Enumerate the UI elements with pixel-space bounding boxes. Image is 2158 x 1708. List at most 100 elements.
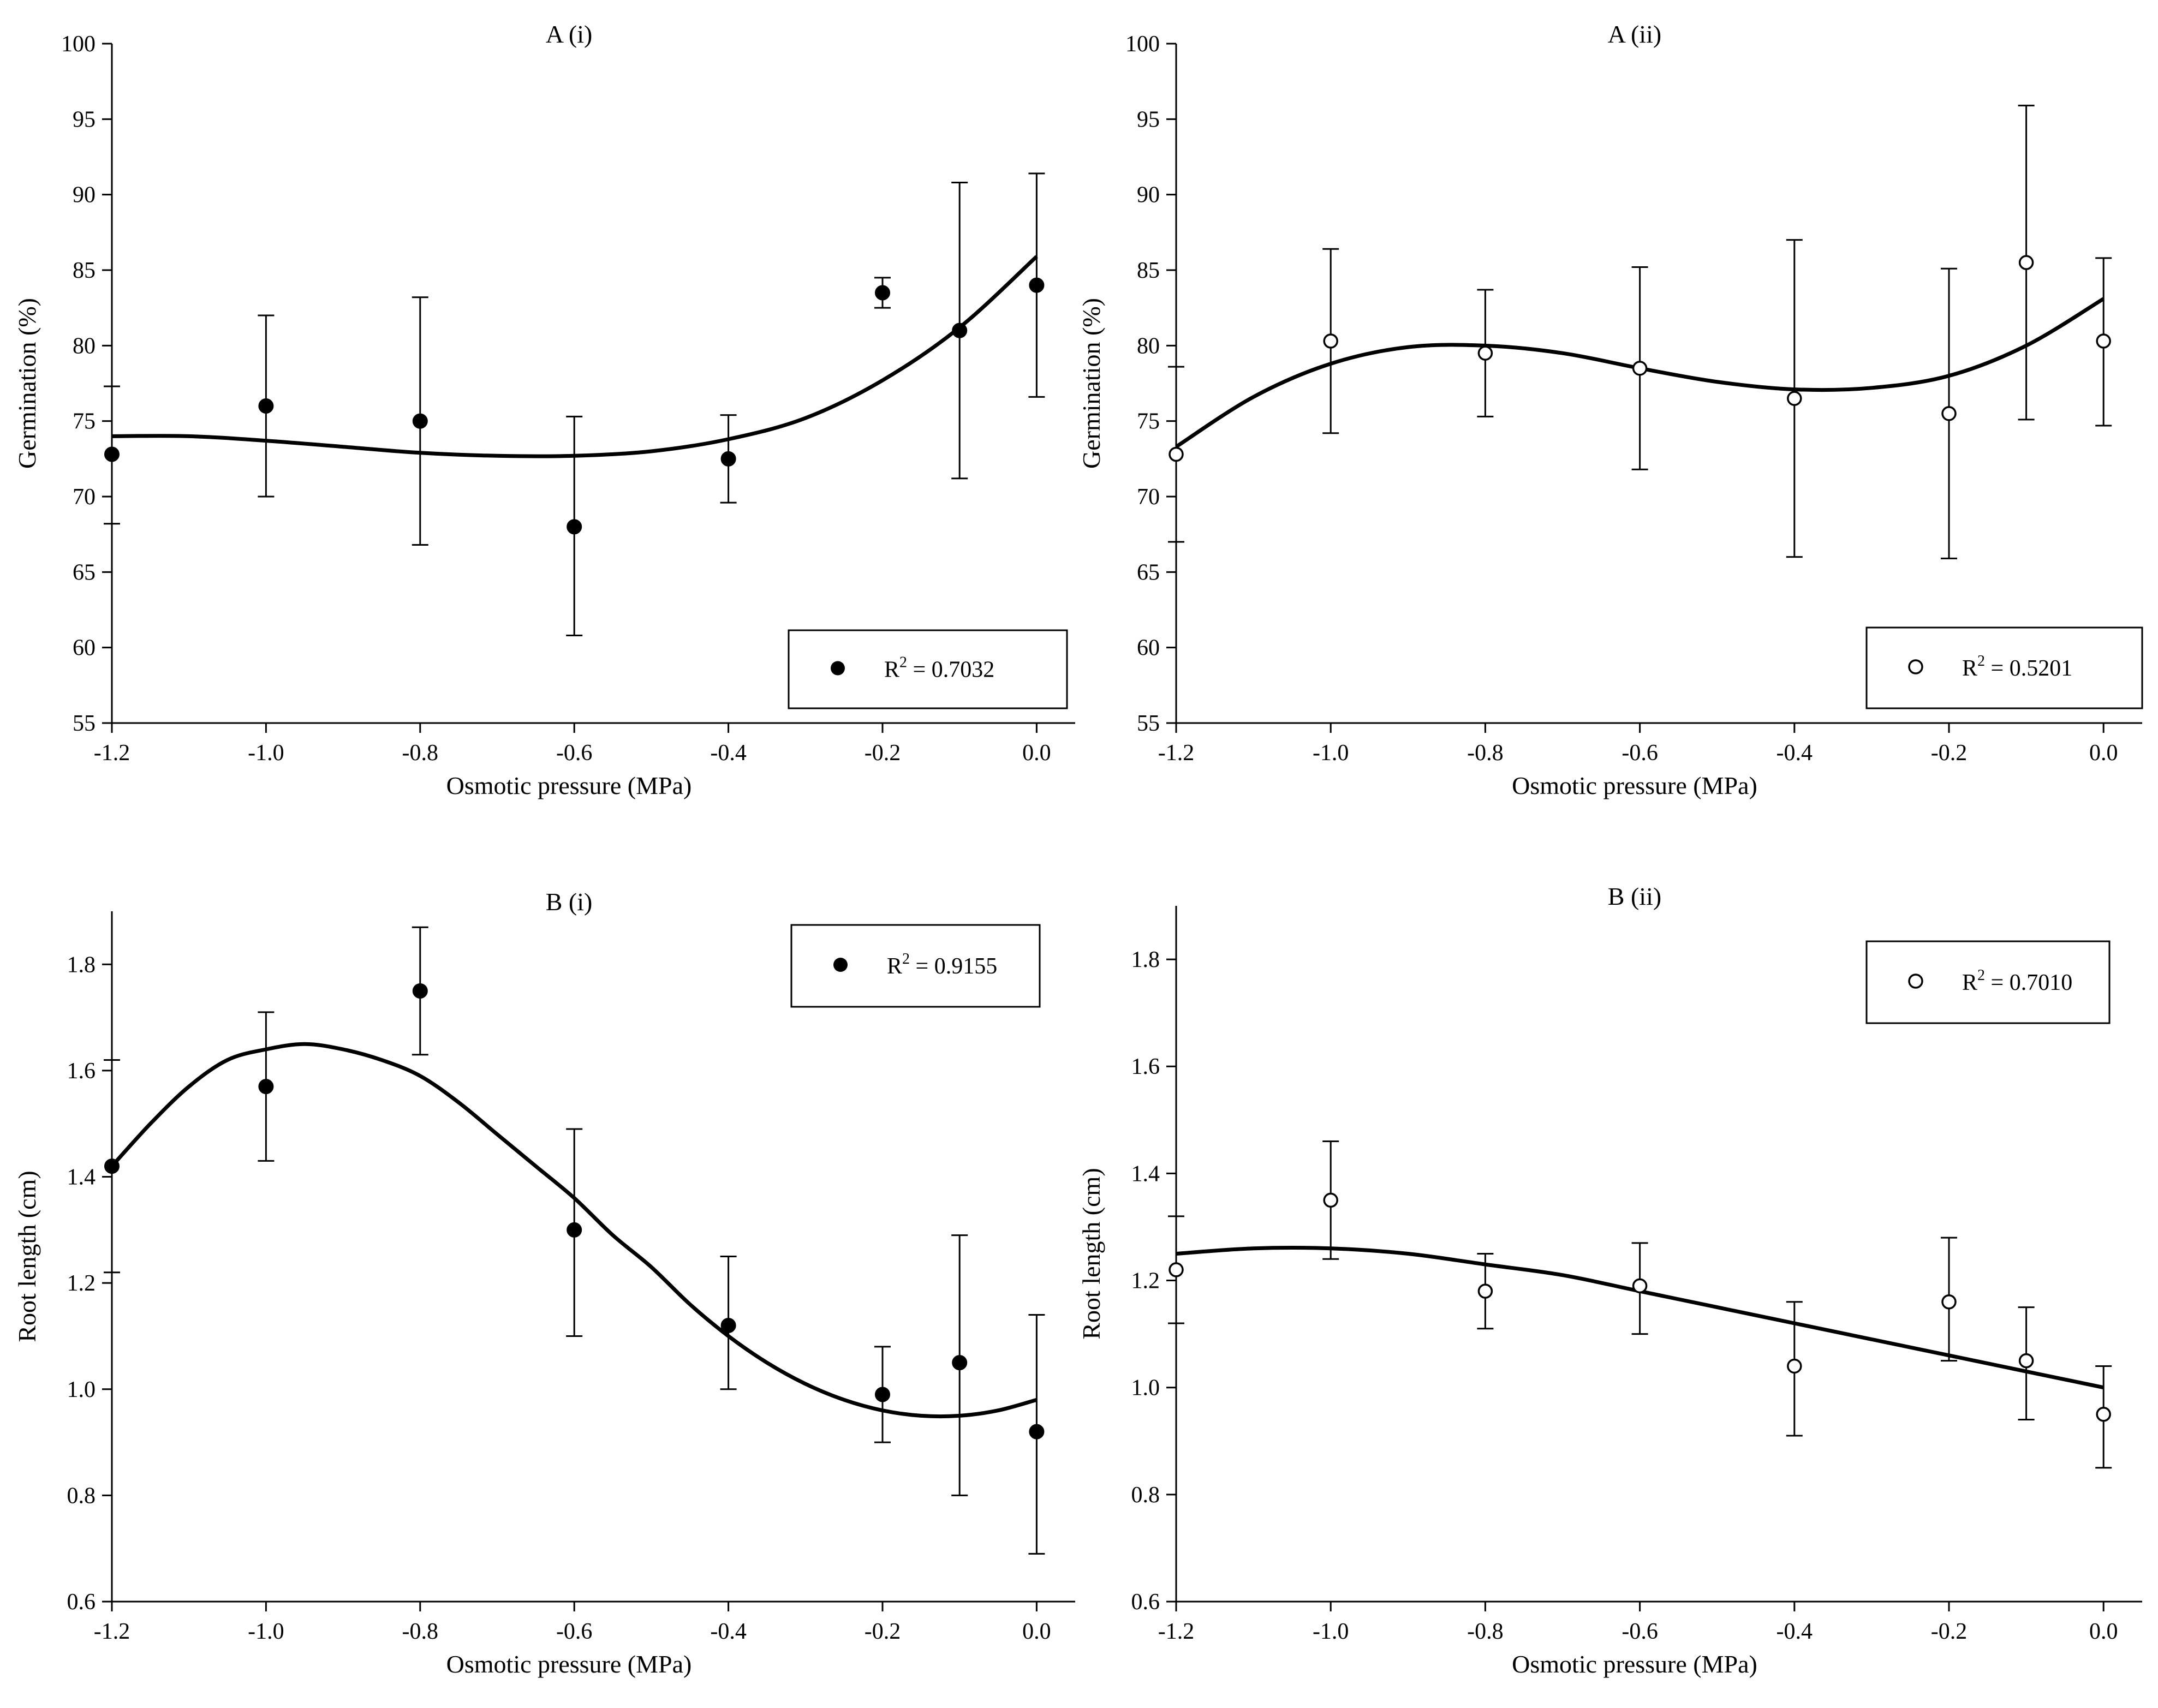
data-point	[258, 1079, 274, 1095]
y-tick-label: 95	[1137, 107, 1160, 132]
legend-marker	[831, 661, 845, 676]
legend-label: R2 = 0.5201	[1962, 653, 2072, 681]
legend-label: R2 = 0.9155	[887, 951, 997, 979]
x-tick-label: -1.2	[1158, 740, 1195, 766]
x-tick-label: -0.6	[1622, 740, 1658, 766]
data-point	[1787, 1358, 1802, 1374]
x-tick-label: -0.6	[556, 1619, 593, 1644]
legend-box	[1865, 940, 2111, 1024]
chart-b-i: -1.2 -1.0 -0.8 -0.6 -0.4 -0.2 0.0 0.6 0.8 1.0 1.2 1…	[13, 888, 1075, 1678]
data-point	[1787, 391, 1802, 406]
data-point	[720, 1318, 736, 1333]
x-tick-label: -0.4	[1777, 740, 1813, 766]
data-point	[952, 323, 968, 338]
x-tick-label: -0.4	[710, 1619, 747, 1644]
x-tick-label: -0.8	[402, 740, 439, 766]
data-point	[1169, 1262, 1184, 1277]
x-tick-label: -1.2	[94, 740, 130, 766]
y-tick-label: 1.0	[67, 1377, 96, 1402]
x-tick-label: 0.0	[1022, 1619, 1051, 1644]
y-tick-label: 75	[73, 409, 96, 434]
data-point	[567, 1222, 582, 1238]
x-axis-title: Osmotic pressure (MPa)	[1512, 772, 1757, 799]
y-tick-label: 55	[73, 711, 96, 736]
y-tick-label: 1.0	[1131, 1376, 1160, 1401]
x-tick-label: 0.0	[2089, 740, 2118, 766]
y-axis-title: Root length (cm)	[13, 1170, 41, 1342]
chart-title: A (ii)	[1608, 20, 1661, 48]
legend-marker	[833, 958, 848, 972]
y-tick-label: 1.2	[67, 1271, 96, 1296]
data-point	[1477, 345, 1493, 361]
legend-box	[790, 924, 1041, 1008]
y-tick-label: 60	[73, 636, 96, 661]
fit-curve	[110, 1042, 1038, 1419]
chart-title: B (ii)	[1608, 882, 1661, 910]
y-axis-title: Germination (%)	[13, 298, 41, 469]
data-point	[1477, 1283, 1493, 1299]
data-point	[258, 398, 274, 414]
legend-label: R2 = 0.7010	[1962, 967, 2072, 995]
data-point	[104, 1158, 120, 1174]
x-tick-label: -1.0	[248, 740, 284, 766]
data-point	[412, 413, 428, 429]
chart-title: B (i)	[546, 888, 593, 916]
x-tick-label: 0.0	[1022, 740, 1051, 766]
y-tick-label: 65	[73, 560, 96, 585]
x-tick-label: -0.2	[1931, 740, 1968, 766]
y-axis-title: Germination (%)	[1077, 298, 1105, 469]
data-point	[1632, 1278, 1648, 1294]
y-tick-label: 55	[1137, 711, 1160, 736]
data-point	[2018, 255, 2034, 270]
data-point	[1029, 277, 1045, 293]
legend: R2 = 0.7010	[1865, 940, 2111, 1024]
data-point	[1941, 406, 1957, 421]
data-point	[1632, 361, 1648, 376]
y-tick-label: 80	[73, 333, 96, 359]
y-tick-label: 1.8	[1131, 947, 1160, 972]
x-tick-label: -0.2	[865, 1619, 901, 1644]
y-tick-label: 95	[73, 107, 96, 132]
y-tick-label: 1.6	[1131, 1054, 1160, 1079]
x-axis-title: Osmotic pressure (MPa)	[446, 1650, 692, 1678]
legend: R2 = 0.5201	[1865, 626, 2143, 709]
x-tick-label: -0.2	[1931, 1619, 1968, 1644]
x-tick-label: -0.8	[402, 1619, 439, 1644]
legend: R2 = 0.9155	[790, 924, 1041, 1008]
y-tick-label: 90	[73, 183, 96, 208]
data-point	[2018, 1353, 2034, 1369]
x-tick-label: -1.0	[1313, 740, 1349, 766]
data-point	[720, 451, 736, 467]
x-tick-label: -1.0	[248, 1619, 284, 1644]
y-tick-label: 100	[1125, 32, 1160, 57]
y-tick-label: 1.4	[67, 1165, 96, 1190]
data-point	[875, 1387, 890, 1402]
y-tick-label: 0.8	[67, 1483, 96, 1508]
y-tick-label: 85	[73, 258, 96, 283]
x-tick-label: -0.6	[556, 740, 593, 766]
x-tick-label: -0.2	[865, 740, 901, 766]
y-tick-label: 1.8	[67, 952, 96, 977]
legend-marker	[1908, 974, 1923, 989]
data-point	[1941, 1294, 1957, 1310]
y-tick-label: 100	[61, 32, 96, 57]
x-tick-label: -0.8	[1467, 1619, 1504, 1644]
y-tick-label: 1.6	[67, 1059, 96, 1084]
x-tick-label: -1.2	[1158, 1619, 1195, 1644]
x-tick-label: -1.0	[1313, 1619, 1349, 1644]
data-point	[1029, 1424, 1045, 1440]
x-tick-label: -0.4	[710, 740, 747, 766]
y-tick-label: 0.8	[1131, 1483, 1160, 1508]
y-tick-label: 85	[1137, 258, 1160, 283]
y-tick-label: 80	[1137, 333, 1160, 359]
y-tick-label: 90	[1137, 183, 1160, 208]
data-point	[104, 446, 120, 462]
y-tick-label: 0.6	[1131, 1590, 1160, 1615]
legend: R2 = 0.7032	[788, 629, 1068, 709]
data-point	[952, 1355, 968, 1371]
data-point	[2096, 1406, 2111, 1422]
y-tick-label: 65	[1137, 560, 1160, 585]
legend-marker	[1908, 659, 1923, 674]
x-tick-label: -0.8	[1467, 740, 1504, 766]
y-tick-label: 1.2	[1131, 1269, 1160, 1294]
